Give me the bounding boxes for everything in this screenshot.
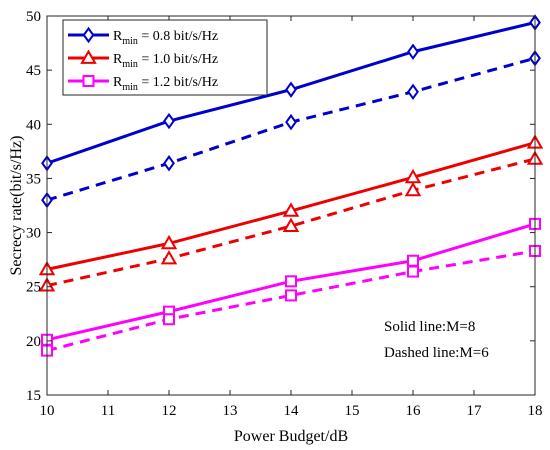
x-tick-label: 18 <box>528 403 543 419</box>
y-tick-label: 50 <box>26 9 41 25</box>
x-axis: 10 11 12 13 14 15 16 17 18 <box>40 16 543 419</box>
legend-swatch-marker <box>82 26 95 44</box>
x-tick-label: 17 <box>467 403 483 419</box>
data-point <box>285 289 297 302</box>
x-tick-label: 11 <box>101 403 115 419</box>
series-r-min-0-8-bit-s-hz <box>41 14 541 172</box>
data-point <box>163 112 175 130</box>
series-line-dashed <box>46 249 536 353</box>
x-axis-label: Power Budget/dB <box>234 428 348 445</box>
y-tick-label: 45 <box>26 63 41 79</box>
legend-swatch-marker <box>80 49 97 64</box>
y-tick-label: 30 <box>26 226 41 242</box>
y-tick-label: 25 <box>26 280 41 296</box>
data-point <box>163 313 175 326</box>
x-tick-label: 15 <box>345 403 360 419</box>
series-r-min-1-0-bit-s-hz-m-6 <box>38 150 544 292</box>
data-point <box>407 83 419 101</box>
legend-label: Rmin = 1.0 bit/s/Hz <box>113 52 218 70</box>
annotation-solid-line: Solid line:M=8 <box>384 319 475 335</box>
x-tick-label: 12 <box>162 403 177 419</box>
annotation-dashed-line: Dashed line:M=6 <box>384 345 489 361</box>
data-point <box>282 202 300 217</box>
data-point <box>285 275 297 288</box>
legend-label: Rmin = 0.8 bit/s/Hz <box>113 29 218 47</box>
legend-swatch-marker <box>82 75 95 87</box>
data-point <box>160 234 178 250</box>
data-point <box>404 181 422 197</box>
data-point <box>163 155 175 172</box>
legend-item: Rmin = 1.0 bit/s/Hz <box>68 49 218 70</box>
data-point <box>160 250 178 265</box>
data-point <box>285 81 297 98</box>
legend-item: Rmin = 1.2 bit/s/Hz <box>68 75 218 93</box>
data-point <box>285 113 297 131</box>
legend: Rmin = 0.8 bit/s/Hz Rmin = 1.0 bit/s/Hz Rm… <box>62 19 268 96</box>
data-point <box>407 254 419 267</box>
y-tick-label: 20 <box>26 334 41 350</box>
x-tick-label: 13 <box>223 403 238 419</box>
y-tick-label: 40 <box>26 117 41 133</box>
y-axis-label: Secrecy rate(bit/s/Hz) <box>8 136 25 276</box>
y-tick-label: 35 <box>26 171 41 187</box>
x-tick-label: 16 <box>406 403 422 419</box>
y-tick-label: 15 <box>26 388 41 404</box>
data-point <box>407 265 419 278</box>
data-point <box>407 43 419 60</box>
legend-label: Rmin = 1.2 bit/s/Hz <box>113 75 218 93</box>
series-layer <box>38 14 544 357</box>
x-tick-label: 14 <box>284 403 300 419</box>
x-tick-label: 10 <box>40 403 55 419</box>
legend-item: Rmin = 0.8 bit/s/Hz <box>68 26 218 47</box>
data-point <box>282 217 300 232</box>
y-axis: 15 20 25 30 35 40 45 50 <box>26 9 535 404</box>
